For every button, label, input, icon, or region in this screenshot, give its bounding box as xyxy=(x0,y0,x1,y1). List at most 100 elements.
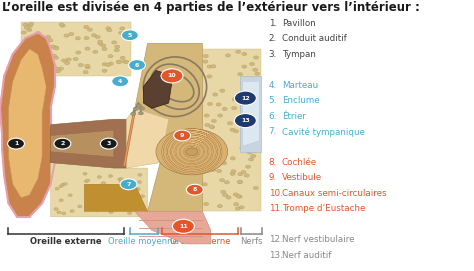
Circle shape xyxy=(76,51,81,54)
Circle shape xyxy=(90,202,94,205)
Circle shape xyxy=(109,175,113,178)
Circle shape xyxy=(161,69,183,83)
Circle shape xyxy=(73,57,78,61)
Text: Conduit auditif: Conduit auditif xyxy=(282,34,346,43)
Circle shape xyxy=(251,107,256,110)
Circle shape xyxy=(100,138,117,149)
Circle shape xyxy=(246,128,251,131)
Circle shape xyxy=(36,32,41,35)
Circle shape xyxy=(93,50,98,53)
Text: Pavillon: Pavillon xyxy=(282,19,315,28)
Circle shape xyxy=(54,208,58,210)
Circle shape xyxy=(249,158,254,161)
Circle shape xyxy=(219,179,225,182)
Circle shape xyxy=(64,34,69,37)
Circle shape xyxy=(105,63,110,67)
Circle shape xyxy=(230,172,235,175)
Text: 4.: 4. xyxy=(269,81,277,90)
Circle shape xyxy=(59,185,63,188)
Circle shape xyxy=(237,180,242,184)
Circle shape xyxy=(232,98,237,101)
Circle shape xyxy=(84,180,89,183)
Circle shape xyxy=(231,170,236,173)
Circle shape xyxy=(247,120,252,123)
Text: 10.: 10. xyxy=(269,189,283,198)
Circle shape xyxy=(203,60,208,63)
Circle shape xyxy=(112,41,117,44)
Circle shape xyxy=(123,33,128,36)
Circle shape xyxy=(8,138,25,149)
Polygon shape xyxy=(127,108,169,168)
Text: Nerf vestibulaire: Nerf vestibulaire xyxy=(282,235,354,244)
Text: 3.: 3. xyxy=(269,50,277,59)
Circle shape xyxy=(53,46,58,49)
Polygon shape xyxy=(51,119,127,168)
Circle shape xyxy=(26,56,30,59)
Circle shape xyxy=(97,176,101,178)
Circle shape xyxy=(186,148,198,156)
Circle shape xyxy=(58,67,64,70)
Circle shape xyxy=(54,56,58,59)
Circle shape xyxy=(84,36,89,40)
Circle shape xyxy=(102,47,107,51)
Circle shape xyxy=(236,50,241,53)
Circle shape xyxy=(140,195,145,198)
Circle shape xyxy=(46,36,51,39)
Circle shape xyxy=(120,179,137,190)
Circle shape xyxy=(21,47,27,50)
Circle shape xyxy=(112,76,128,87)
Circle shape xyxy=(139,107,145,110)
Circle shape xyxy=(45,69,50,72)
Circle shape xyxy=(69,33,74,36)
Circle shape xyxy=(252,149,257,153)
Circle shape xyxy=(108,54,113,58)
Circle shape xyxy=(62,59,67,62)
Circle shape xyxy=(51,64,56,68)
Circle shape xyxy=(240,81,246,84)
Circle shape xyxy=(34,47,38,51)
Circle shape xyxy=(250,90,255,93)
Circle shape xyxy=(226,196,231,199)
Circle shape xyxy=(84,25,89,29)
Circle shape xyxy=(247,151,252,154)
Circle shape xyxy=(207,65,212,68)
Circle shape xyxy=(203,54,209,58)
Circle shape xyxy=(102,69,107,72)
Circle shape xyxy=(55,70,61,73)
Circle shape xyxy=(220,153,226,156)
Circle shape xyxy=(246,105,251,108)
Circle shape xyxy=(235,114,256,128)
Text: 5: 5 xyxy=(128,33,132,38)
Circle shape xyxy=(255,146,260,149)
Circle shape xyxy=(224,181,229,184)
Circle shape xyxy=(45,51,50,54)
Circle shape xyxy=(211,65,216,68)
Circle shape xyxy=(137,181,141,183)
Text: Vestibule: Vestibule xyxy=(282,173,322,182)
Polygon shape xyxy=(51,163,147,217)
Circle shape xyxy=(125,201,129,203)
Circle shape xyxy=(222,107,227,111)
Circle shape xyxy=(186,184,203,195)
Circle shape xyxy=(85,66,90,69)
Circle shape xyxy=(218,114,223,117)
Text: Cochlée: Cochlée xyxy=(282,158,317,167)
Circle shape xyxy=(213,93,218,96)
Circle shape xyxy=(207,75,212,78)
Circle shape xyxy=(24,26,29,29)
Circle shape xyxy=(223,193,228,197)
Text: 6: 6 xyxy=(135,63,139,67)
Circle shape xyxy=(137,104,142,107)
Circle shape xyxy=(216,103,221,106)
Circle shape xyxy=(218,205,222,208)
Circle shape xyxy=(131,112,136,115)
Circle shape xyxy=(37,65,42,68)
Polygon shape xyxy=(143,70,173,108)
Circle shape xyxy=(218,147,223,150)
Circle shape xyxy=(122,31,128,34)
Circle shape xyxy=(54,138,71,149)
Circle shape xyxy=(33,56,38,59)
Text: Marteau: Marteau xyxy=(282,81,318,90)
Circle shape xyxy=(111,201,115,203)
Circle shape xyxy=(75,37,81,40)
